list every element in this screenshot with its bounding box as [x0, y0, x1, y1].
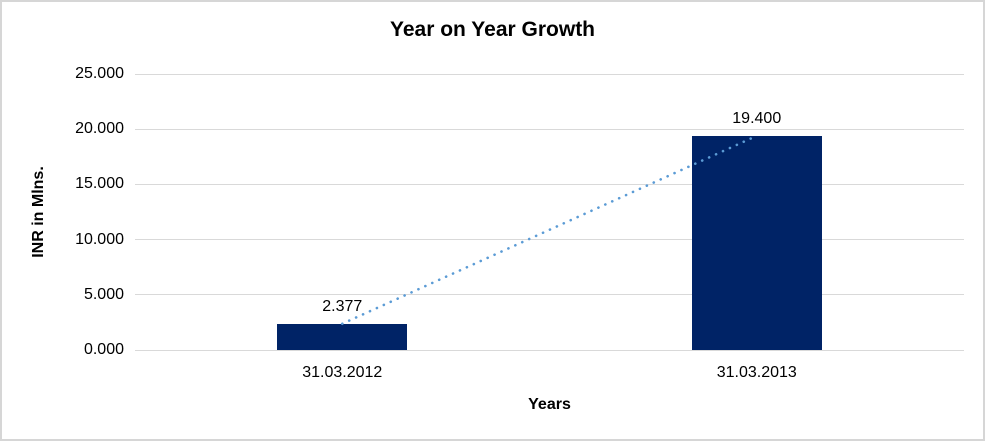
- y-tick-label: 20.000: [75, 120, 124, 138]
- y-tick-label: 25.000: [75, 65, 124, 82]
- gridline: [135, 294, 964, 296]
- trendline-layer: [340, 134, 759, 326]
- gridline: [135, 128, 964, 130]
- x-tick-label: 31.03.2013: [716, 364, 797, 381]
- x-axis-title: Years: [528, 396, 571, 413]
- y-tick-label: 5.000: [83, 285, 124, 303]
- gridline: [135, 73, 964, 75]
- trendline: [340, 134, 759, 326]
- bar-value-label: 2.377: [322, 297, 363, 315]
- gridline: [135, 349, 964, 351]
- plot-area: 2.377 19.400: [135, 73, 964, 351]
- y-axis-title: INR in Mlns.: [30, 166, 47, 258]
- y-tick-label: 10.000: [75, 230, 124, 248]
- bar-31.03.2012: [277, 323, 408, 350]
- y-tick-label: 15.000: [75, 175, 124, 193]
- y-tick-label: 0.000: [83, 341, 124, 358]
- gridline: [135, 183, 964, 185]
- bar-value-label: 19.400: [732, 109, 782, 127]
- gridline: [135, 239, 964, 241]
- bar-31.03.2013: [691, 135, 822, 350]
- chart-title: Year on Year Growth: [389, 18, 596, 41]
- x-tick-label: 31.03.2012: [302, 364, 383, 381]
